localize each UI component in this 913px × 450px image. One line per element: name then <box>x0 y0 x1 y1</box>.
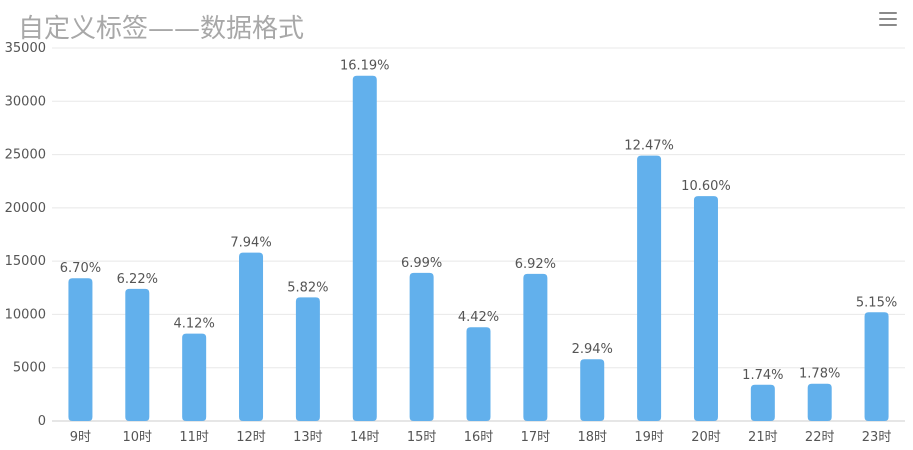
data-label: 6.92% <box>515 257 556 272</box>
bar-12时[interactable] <box>239 252 264 421</box>
data-label: 16.19% <box>340 59 390 74</box>
bar-22时[interactable] <box>807 383 832 421</box>
bar-15时[interactable] <box>409 272 434 421</box>
bar-14时[interactable] <box>352 75 377 422</box>
y-tick-label: 20000 <box>5 201 46 216</box>
bar-11时[interactable] <box>182 333 207 421</box>
x-tick-label: 12时 <box>236 430 266 445</box>
bar-9时[interactable] <box>68 278 93 421</box>
bar-16时[interactable] <box>466 327 491 421</box>
y-tick-label: 15000 <box>5 254 46 269</box>
bar-13时[interactable] <box>295 297 320 421</box>
data-label: 5.82% <box>287 280 328 295</box>
x-tick-label: 18时 <box>577 430 607 445</box>
data-label: 6.99% <box>401 256 442 271</box>
x-tick-label: 22时 <box>805 430 835 445</box>
data-label: 2.94% <box>572 342 613 357</box>
x-tick-label: 13时 <box>293 430 323 445</box>
data-label: 10.60% <box>681 179 731 194</box>
x-tick-label: 20时 <box>691 430 721 445</box>
y-tick-label: 25000 <box>5 148 46 163</box>
data-label: 6.70% <box>60 261 101 276</box>
y-axis-ticks: 0 5000 10000 15000 20000 25000 30000 35000 <box>5 41 46 429</box>
y-tick-label: 5000 <box>13 361 46 376</box>
bar-17时[interactable] <box>523 273 548 421</box>
menu-line <box>879 12 897 14</box>
x-tick-label: 9时 <box>70 430 91 445</box>
x-tick-label: 17时 <box>521 430 551 445</box>
x-axis-ticks: 9时 10时 11时 12时 13时 14时 15时 16时 17时 18时 19时 20时 21时 22… <box>70 430 892 445</box>
data-label: 1.78% <box>799 367 840 382</box>
bar-21时[interactable] <box>750 384 775 421</box>
menu-line <box>879 24 897 26</box>
x-tick-label: 16时 <box>464 430 494 445</box>
data-label: 12.47% <box>624 139 674 154</box>
bar-23时[interactable] <box>864 312 889 421</box>
x-tick-label: 11时 <box>179 430 209 445</box>
data-label: 6.22% <box>117 272 158 287</box>
data-label: 1.74% <box>742 368 783 383</box>
chart-title: 自定义标签——数据格式 <box>18 14 305 44</box>
y-tick-label: 30000 <box>5 94 46 109</box>
x-tick-label: 14时 <box>350 430 380 445</box>
x-tick-label: 19时 <box>634 430 664 445</box>
bar-10时[interactable] <box>125 288 150 421</box>
y-tick-label: 0 <box>38 414 46 429</box>
bar-19时[interactable] <box>637 155 662 421</box>
x-tick-label: 15时 <box>407 430 437 445</box>
bars <box>68 75 889 422</box>
x-tick-label: 23时 <box>862 430 892 445</box>
data-labels: 6.70% 6.22% 4.12% 7.94% 5.82% 16.19% 6.99% 4.42… <box>60 59 897 383</box>
y-tick-label: 10000 <box>5 307 46 322</box>
bar-20时[interactable] <box>693 196 718 421</box>
bar-18时[interactable] <box>580 359 605 421</box>
data-label: 4.12% <box>174 317 215 332</box>
y-tick-label: 35000 <box>5 41 46 56</box>
x-tick-label: 10时 <box>123 430 153 445</box>
data-label: 5.15% <box>856 295 897 310</box>
hamburger-menu-icon[interactable] <box>879 12 897 26</box>
x-tick-label: 21时 <box>748 430 778 445</box>
data-label: 7.94% <box>230 236 271 251</box>
data-label: 4.42% <box>458 310 499 325</box>
menu-line <box>879 18 897 20</box>
